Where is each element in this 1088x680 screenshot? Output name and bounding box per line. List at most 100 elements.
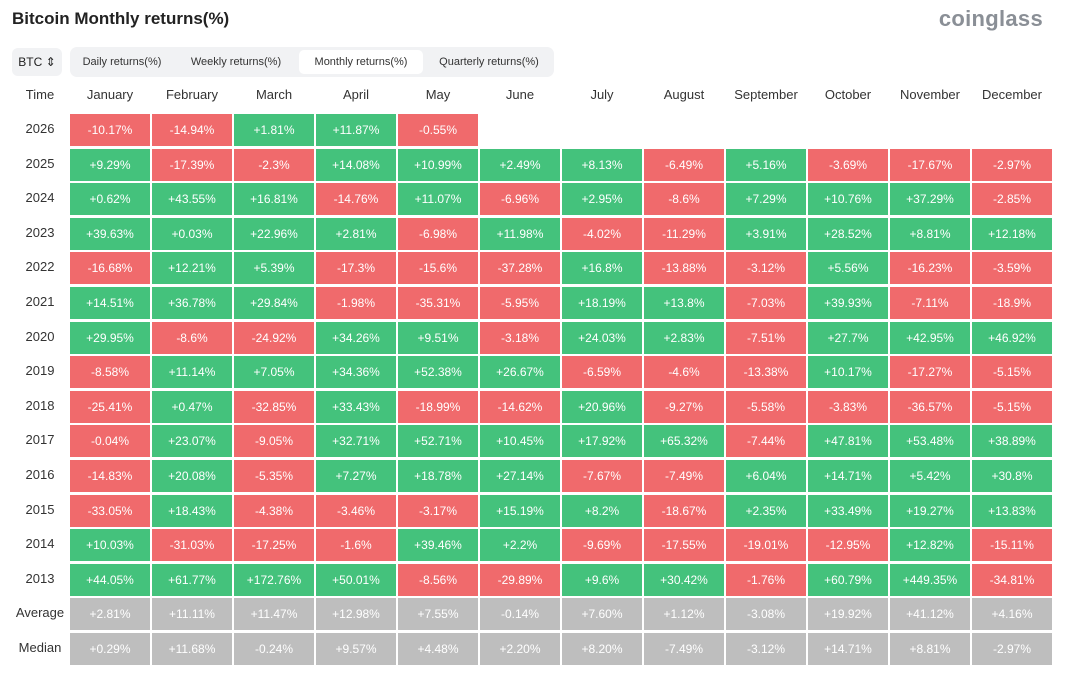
column-header: October <box>824 87 872 102</box>
column-header: June <box>505 87 535 102</box>
return-cell: +39.93% <box>808 287 888 319</box>
return-cell: -0.04% <box>70 425 150 458</box>
tab[interactable]: Weekly returns(%) <box>190 56 282 68</box>
return-cell: +8.81% <box>890 217 970 250</box>
return-cell: -7.49% <box>644 460 724 492</box>
summary-cell: +8.20% <box>562 633 642 665</box>
return-cell: +13.83% <box>972 494 1052 527</box>
return-cell: -34.81% <box>972 563 1052 596</box>
return-cell: -7.44% <box>726 425 806 458</box>
return-cell: +10.03% <box>70 529 150 562</box>
return-cell: +13.8% <box>644 287 724 319</box>
column-header: September <box>734 87 798 102</box>
return-cell: +46.92% <box>972 321 1052 354</box>
return-cell: -5.15% <box>972 356 1052 389</box>
return-cell: +16.81% <box>234 183 314 216</box>
row-label: 2025 <box>25 155 55 171</box>
summary-cell: -3.12% <box>726 633 806 665</box>
row-label: 2022 <box>25 259 55 275</box>
return-cell: +6.04% <box>726 460 806 492</box>
summary-cell: +12.98% <box>316 598 396 631</box>
return-cell: +1.81% <box>234 114 314 146</box>
return-cell: +30.42% <box>644 563 724 596</box>
summary-cell: +11.11% <box>152 598 232 631</box>
return-cell: -25.41% <box>70 390 150 423</box>
return-cell: +5.42% <box>890 460 970 492</box>
return-cell: -18.9% <box>972 287 1052 319</box>
return-cell: +52.38% <box>398 356 478 389</box>
return-cell: +26.67% <box>480 356 560 389</box>
return-cell: +10.99% <box>398 148 478 181</box>
column-header: February <box>165 87 219 102</box>
return-cell: -15.6% <box>398 252 478 285</box>
return-cell: +19.27% <box>890 494 970 527</box>
return-cell: +172.76% <box>234 563 314 596</box>
return-cell: -2.97% <box>972 148 1052 181</box>
return-cell: +29.84% <box>234 287 314 319</box>
return-cell: +9.51% <box>398 321 478 354</box>
return-cell: +22.96% <box>234 217 314 250</box>
row-label: 2019 <box>25 363 55 379</box>
return-cell: +20.08% <box>152 460 232 492</box>
return-cell: +14.08% <box>316 148 396 181</box>
return-cell: -33.05% <box>70 494 150 527</box>
return-cell: -15.11% <box>972 529 1052 562</box>
return-cell: +14.51% <box>70 287 150 319</box>
return-cell: +2.49% <box>480 148 560 181</box>
return-cell: +47.81% <box>808 425 888 458</box>
return-cell: +34.26% <box>316 321 396 354</box>
summary-cell: +8.81% <box>890 633 970 665</box>
return-cell: +27.7% <box>808 321 888 354</box>
return-cell: -32.85% <box>234 390 314 423</box>
return-cell: -6.98% <box>398 217 478 250</box>
return-cell: -17.27% <box>890 356 970 389</box>
return-cell: -4.6% <box>644 356 724 389</box>
return-cell: +34.36% <box>316 356 396 389</box>
return-cell: +18.19% <box>562 287 642 319</box>
summary-cell: +11.47% <box>234 598 314 631</box>
return-cell: -2.85% <box>972 183 1052 216</box>
return-cell: +38.89% <box>972 425 1052 458</box>
return-cell: -4.02% <box>562 217 642 250</box>
summary-cell: +2.81% <box>70 598 150 631</box>
column-header: January <box>86 87 134 102</box>
return-cell: +12.18% <box>972 217 1052 250</box>
return-cell: +7.27% <box>316 460 396 492</box>
summary-cell: -2.97% <box>972 633 1052 665</box>
return-cell: -3.17% <box>398 494 478 527</box>
return-cell: -3.18% <box>480 321 560 354</box>
summary-cell: +2.20% <box>480 633 560 665</box>
summary-cell: -0.14% <box>480 598 560 631</box>
return-cell: +2.83% <box>644 321 724 354</box>
asset-label: BTC <box>18 55 43 69</box>
tab[interactable]: Monthly returns(%) <box>299 50 423 74</box>
summary-cell: +7.55% <box>398 598 478 631</box>
asset-selector[interactable]: BTC ⇕ <box>12 48 62 76</box>
return-cell: -8.58% <box>70 356 150 389</box>
return-cell: -4.38% <box>234 494 314 527</box>
chevron: ⇕ <box>45 55 56 69</box>
return-cell: +11.14% <box>152 356 232 389</box>
column-header: July <box>590 87 614 102</box>
row-label: 2024 <box>25 190 55 206</box>
return-cell: +50.01% <box>316 563 396 596</box>
return-cell: +27.14% <box>480 460 560 492</box>
return-cell: +14.71% <box>808 460 888 492</box>
return-cell: +8.13% <box>562 148 642 181</box>
return-cell: -17.25% <box>234 529 314 562</box>
return-cell: -35.31% <box>398 287 478 319</box>
return-cell: +33.49% <box>808 494 888 527</box>
return-cell: -3.12% <box>726 252 806 285</box>
return-cell: -7.67% <box>562 460 642 492</box>
return-cell: +16.8% <box>562 252 642 285</box>
tab[interactable]: Daily returns(%) <box>82 56 162 68</box>
return-cell: +10.17% <box>808 356 888 389</box>
return-cell: -12.95% <box>808 529 888 562</box>
return-cell: -8.56% <box>398 563 478 596</box>
return-cell: -14.83% <box>70 460 150 492</box>
return-cell: +11.07% <box>398 183 478 216</box>
row-label: 2017 <box>25 432 55 448</box>
row-label: Median <box>18 640 62 655</box>
return-cell: -18.67% <box>644 494 724 527</box>
tab[interactable]: Quarterly returns(%) <box>439 56 539 68</box>
